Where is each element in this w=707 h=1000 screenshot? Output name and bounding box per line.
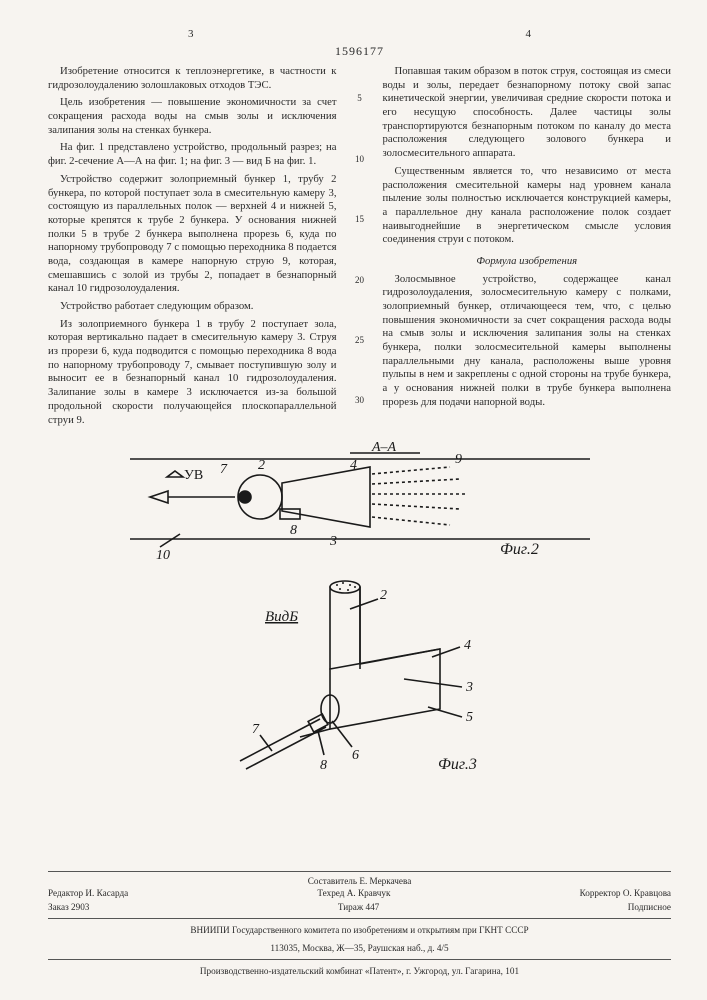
subscription: Подписное: [628, 902, 671, 914]
para: Цель изобретения — повышение экономичнос…: [48, 96, 337, 137]
svg-text:3: 3: [465, 680, 473, 695]
svg-text:A–A: A–A: [371, 440, 397, 455]
svg-text:6: 6: [352, 748, 359, 763]
figure-3: ВидБ 2 4 3 5 6 7 8 Фиг.3: [180, 569, 540, 789]
svg-text:3: 3: [329, 534, 337, 549]
figure-2: A–A 7 2 8 3 4 9 10 УВ Фиг.2: [120, 439, 600, 569]
svg-text:8: 8: [290, 523, 297, 538]
editor: Редактор И. Касарда: [48, 888, 128, 900]
addr1: 113035, Москва, Ж—35, Раушская наб., д. …: [48, 943, 671, 955]
svg-text:Фиг.3: Фиг.3: [438, 756, 477, 773]
svg-text:УВ: УВ: [184, 468, 203, 483]
para: На фиг. 1 представлено устройство, продо…: [48, 141, 337, 168]
para: Существенным является то, что независимо…: [383, 165, 672, 247]
para: Золосмывное устройство, содержащее канал…: [383, 273, 672, 410]
line-numbers: 5 10 15 20 25 30: [353, 65, 367, 431]
org2: Производственно-издательский комбинат «П…: [48, 966, 671, 978]
tirazh: Тираж 447: [338, 902, 379, 914]
svg-text:7: 7: [252, 722, 260, 737]
para: Попавшая таким образом в поток струя, со…: [383, 65, 672, 161]
svg-text:4: 4: [464, 638, 471, 653]
page-num-right: 4: [526, 28, 532, 40]
para: Из золоприемного бункера 1 в трубу 2 пос…: [48, 318, 337, 428]
svg-text:2: 2: [380, 588, 387, 603]
svg-text:5: 5: [466, 710, 473, 725]
svg-text:Фиг.2: Фиг.2: [500, 541, 539, 558]
para: Устройство содержит золоприемный бункер …: [48, 173, 337, 296]
compiler: Составитель Е. Меркачева: [48, 876, 671, 888]
page-num-left: 3: [188, 28, 194, 40]
order: Заказ 2903: [48, 902, 89, 914]
corrector: Корректор О. Кравцова: [580, 888, 671, 900]
svg-text:ВидБ: ВидБ: [265, 609, 298, 625]
svg-text:7: 7: [220, 462, 228, 477]
patent-page: 3 4 1596177 Изобретение относится к тепл…: [0, 0, 707, 1000]
figures: A–A 7 2 8 3 4 9 10 УВ Фиг.2: [48, 439, 671, 789]
svg-text:4: 4: [350, 458, 357, 473]
page-numbers: 3 4: [48, 28, 671, 40]
text-columns: Изобретение относится к теплоэнергетике,…: [48, 65, 671, 431]
para: Устройство работает следующим образом.: [48, 300, 337, 314]
tech-editor: Техред А. Кравчук: [317, 888, 390, 900]
patent-number: 1596177: [48, 44, 671, 59]
left-column: Изобретение относится к теплоэнергетике,…: [48, 65, 337, 431]
right-column: Попавшая таким образом в поток струя, со…: [383, 65, 672, 431]
svg-text:8: 8: [320, 758, 327, 773]
org1: ВНИИПИ Государственного комитета по изоб…: [48, 925, 671, 937]
formula-title: Формула изобретения: [383, 255, 672, 269]
para: Изобретение относится к теплоэнергетике,…: [48, 65, 337, 92]
footer: Составитель Е. Меркачева Редактор И. Кас…: [48, 867, 671, 978]
svg-text:10: 10: [156, 548, 170, 563]
svg-text:9: 9: [455, 452, 462, 467]
svg-text:2: 2: [258, 458, 265, 473]
